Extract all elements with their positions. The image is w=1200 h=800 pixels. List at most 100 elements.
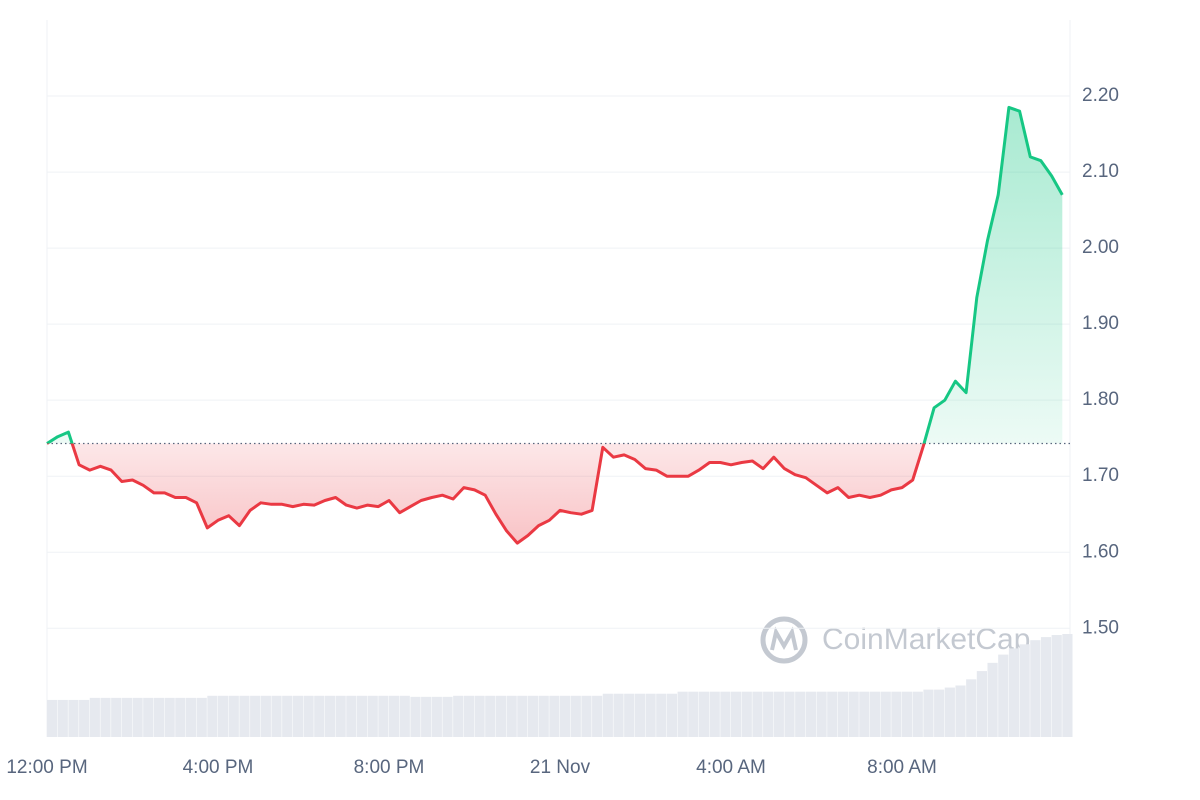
y-tick-label: 1.90 <box>1082 313 1119 334</box>
volume-bar <box>698 691 710 737</box>
volume-bar <box>1051 635 1062 737</box>
volume-bar <box>827 691 838 737</box>
price-line <box>46 105 1064 545</box>
x-tick-label: 4:00 AM <box>696 757 766 778</box>
volume-bar <box>228 695 239 737</box>
volume-bar <box>389 695 400 737</box>
volume-bar <box>495 695 507 737</box>
volume-bar <box>399 695 410 737</box>
volume-bar <box>570 695 581 737</box>
volume-bar <box>410 696 421 737</box>
volume-bar <box>335 695 346 737</box>
volume-bar <box>239 695 250 737</box>
volume-bar <box>207 695 218 737</box>
volume-bar <box>934 689 945 737</box>
x-tick-label: 12:00 PM <box>6 757 87 778</box>
volume-bar <box>773 691 784 737</box>
volume-bar <box>111 697 122 737</box>
volume-bar <box>709 691 720 737</box>
volume-bar <box>175 697 186 737</box>
volume-bar <box>303 695 314 737</box>
volume-bar <box>356 695 368 737</box>
volume-bar <box>912 691 923 737</box>
volume-bar <box>218 695 229 737</box>
volume-bar <box>848 691 859 737</box>
y-tick-label: 1.50 <box>1082 617 1119 638</box>
volume-bar <box>795 691 806 737</box>
volume-bar <box>153 697 165 737</box>
volume-bar <box>784 691 795 737</box>
volume-bar <box>132 697 143 737</box>
volume-bar <box>645 693 656 737</box>
volume-bar <box>720 691 731 737</box>
volume-bar <box>816 691 827 737</box>
volume-bar <box>47 699 58 737</box>
x-tick-label: 4:00 PM <box>183 757 254 778</box>
volume-bar <box>474 695 485 737</box>
volume-bar <box>902 691 913 737</box>
volume-bar <box>837 691 849 737</box>
x-tick-label: 8:00 AM <box>867 757 937 778</box>
volume-bar <box>314 695 325 737</box>
y-tick-label: 2.00 <box>1082 237 1119 258</box>
volume-bar <box>741 691 752 737</box>
volume-bar <box>527 695 539 737</box>
volume-bar <box>998 654 1009 737</box>
volume-bar <box>1040 637 1052 737</box>
volume-bar <box>324 695 336 737</box>
volume-bar <box>292 695 303 737</box>
volume-bar <box>185 697 197 737</box>
volume-bar <box>891 691 902 737</box>
volume-bar <box>57 699 68 737</box>
volume-bar <box>987 662 998 737</box>
y-tick-label: 2.10 <box>1082 161 1119 182</box>
volume-bar <box>602 693 613 737</box>
volume-bar <box>89 697 100 737</box>
volume-bar <box>859 691 870 737</box>
volume-bar <box>966 679 977 737</box>
volume-bar <box>1062 634 1073 737</box>
volume-bar <box>666 693 678 737</box>
volume-bar <box>624 693 635 737</box>
volume-bar <box>581 695 592 737</box>
volume-bar <box>100 697 111 737</box>
volume-bar <box>869 691 881 737</box>
volume-bar <box>431 696 442 737</box>
volume-bar <box>378 695 389 737</box>
volume-bar <box>453 695 464 737</box>
volume-bar <box>677 691 688 737</box>
volume-bar <box>346 695 357 737</box>
volume-bar <box>549 695 560 737</box>
watermark-logo <box>760 616 808 664</box>
volume-bar <box>923 689 934 737</box>
y-tick-label: 1.80 <box>1082 389 1119 410</box>
volume-bar <box>164 697 175 737</box>
volume-bar <box>463 695 474 737</box>
volume-bar <box>656 693 667 737</box>
volume-bar <box>68 699 79 737</box>
volume-bar <box>485 695 496 737</box>
volume-bar <box>613 693 624 737</box>
volume-bar <box>1008 648 1020 737</box>
volume-bar <box>367 695 378 737</box>
volume-bar <box>442 696 453 737</box>
volume-bar <box>282 695 293 737</box>
volume-bar <box>752 691 763 737</box>
volume-bar <box>121 697 132 737</box>
volume-bar <box>731 691 742 737</box>
volume-bar <box>260 695 271 737</box>
y-tick-label: 2.20 <box>1082 85 1119 106</box>
volume-bar <box>944 687 955 737</box>
x-tick-label: 8:00 PM <box>354 757 425 778</box>
volume-bar <box>560 695 571 737</box>
volume-bar <box>421 696 432 737</box>
volume-bar <box>688 691 699 737</box>
x-tick-label: 21 Nov <box>530 757 591 778</box>
volume-bar <box>634 693 645 737</box>
volume-bar <box>538 695 549 737</box>
volume-bar <box>592 695 603 737</box>
volume-bar <box>196 697 207 737</box>
y-tick-label: 1.60 <box>1082 541 1119 562</box>
volume-bar <box>271 695 282 737</box>
